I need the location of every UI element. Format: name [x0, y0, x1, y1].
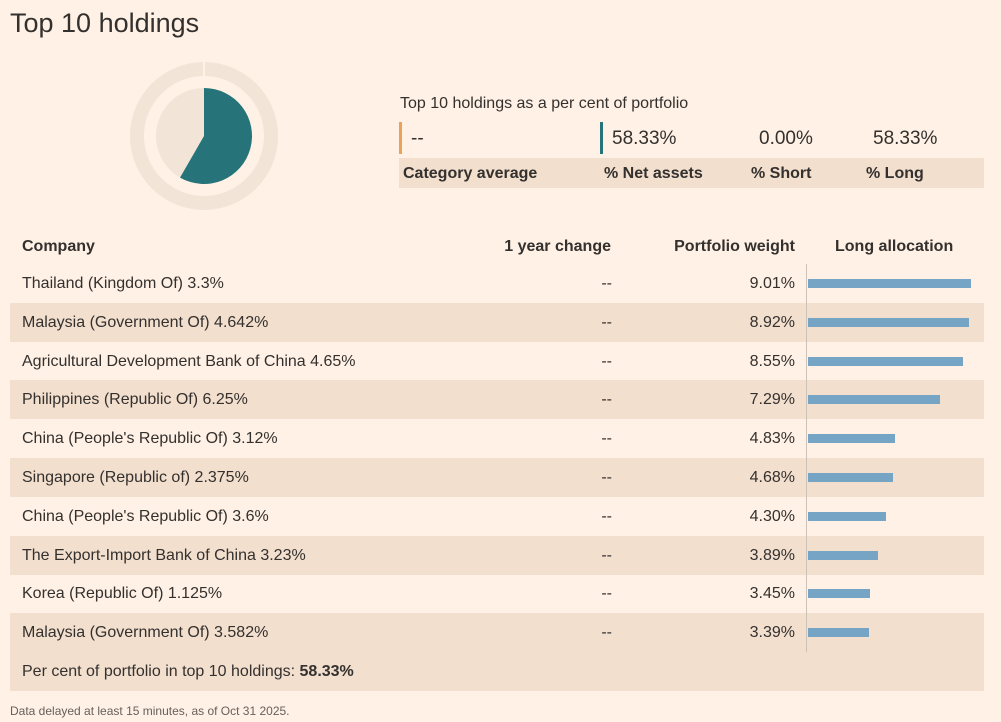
company: Agricultural Development Bank of China 4… — [22, 352, 356, 370]
company: Singapore (Republic of) 2.375% — [22, 469, 249, 486]
allocation-bar — [808, 628, 870, 638]
table-row: Philippines (Republic Of) 6.25% -- 7.29% — [10, 380, 984, 420]
table-row: Korea (Republic Of) 1.125% -- 3.45% — [10, 574, 984, 613]
pie-slice — [180, 88, 252, 184]
company: Thailand (Kingdom Of) 3.3% — [22, 275, 224, 292]
donut — [130, 62, 278, 210]
footer: Per cent of portfolio in top 10 holdings… — [22, 652, 354, 691]
weight: 4.68% — [749, 469, 795, 486]
company: Malaysia (Government Of) 4.642% — [22, 313, 269, 331]
allocation-bar — [808, 589, 871, 599]
allocation-bar — [808, 434, 896, 444]
change: -- — [601, 313, 612, 331]
company: Malaysia (Government Of) 3.582% — [22, 624, 269, 642]
column-header: Company — [22, 238, 95, 255]
weight: 4.30% — [749, 507, 795, 525]
weight: 3.45% — [749, 585, 795, 603]
net-marker — [600, 122, 603, 154]
weight: 3.89% — [749, 546, 795, 564]
allocation-bar — [808, 511, 886, 521]
table-row: China (People's Republic Of) 3.6% -- 4.30% — [10, 497, 984, 536]
category-average: -- — [411, 128, 424, 149]
change: -- — [601, 469, 612, 486]
column-header: 1 year change — [504, 238, 611, 255]
long: 58.33% — [873, 128, 938, 149]
summary-caption: Top 10 holdings as a per cent of portfol… — [400, 95, 689, 112]
change: -- — [601, 507, 612, 525]
allocation-bar — [808, 473, 893, 482]
weight: 7.29% — [749, 391, 795, 409]
table-row: China (People's Republic Of) 3.12% -- 4.83… — [10, 419, 984, 458]
summary-label: Category average — [403, 165, 538, 182]
column-header: Portfolio weight — [674, 238, 795, 255]
table-row: Thailand (Kingdom Of) 3.3% -- 9.01% — [10, 264, 984, 303]
change: -- — [601, 275, 612, 292]
footer-total: 58.33% — [299, 663, 354, 680]
company: Philippines (Republic Of) 6.25% — [22, 391, 248, 409]
category-marker — [399, 122, 402, 154]
weight: 8.55% — [749, 352, 795, 370]
weight: 3.39% — [749, 624, 795, 642]
allocation-bar — [808, 395, 940, 405]
net-assets: 58.33% — [612, 128, 677, 149]
change: -- — [601, 585, 612, 603]
footer-text: Per cent of portfolio in top 10 holdings… — [22, 663, 296, 680]
weight: 4.83% — [749, 430, 795, 448]
change: -- — [601, 352, 612, 370]
allocation-bar — [808, 356, 963, 366]
company: Korea (Republic Of) 1.125% — [22, 585, 223, 603]
allocation-bar — [808, 279, 972, 288]
summary-label: % Short — [751, 165, 812, 182]
company: The Export-Import Bank of China 3.23% — [22, 546, 306, 564]
title: Top 10 holdings — [10, 8, 200, 38]
change: -- — [601, 430, 612, 448]
company: China (People's Republic Of) 3.6% — [22, 507, 269, 525]
allocation-bar — [808, 550, 879, 560]
company: China (People's Republic Of) 3.12% — [22, 430, 278, 448]
allocation-axis — [806, 264, 807, 652]
note: Data delayed at least 15 minutes, as of … — [10, 704, 290, 718]
summary-label: % Long — [866, 165, 924, 182]
change: -- — [601, 391, 612, 409]
change: -- — [601, 546, 612, 564]
weight: 9.01% — [749, 275, 795, 292]
summary-label: % Net assets — [604, 165, 703, 182]
allocation-bar — [808, 317, 970, 327]
column-header: Long allocation — [835, 238, 954, 255]
table-row: Agricultural Development Bank of China 4… — [10, 342, 984, 381]
footer-row: Per cent of portfolio in top 10 holdings… — [10, 652, 984, 691]
weight: 8.92% — [749, 313, 795, 331]
short: 0.00% — [759, 128, 813, 149]
change: -- — [601, 624, 612, 642]
summary-label-band — [399, 158, 984, 188]
